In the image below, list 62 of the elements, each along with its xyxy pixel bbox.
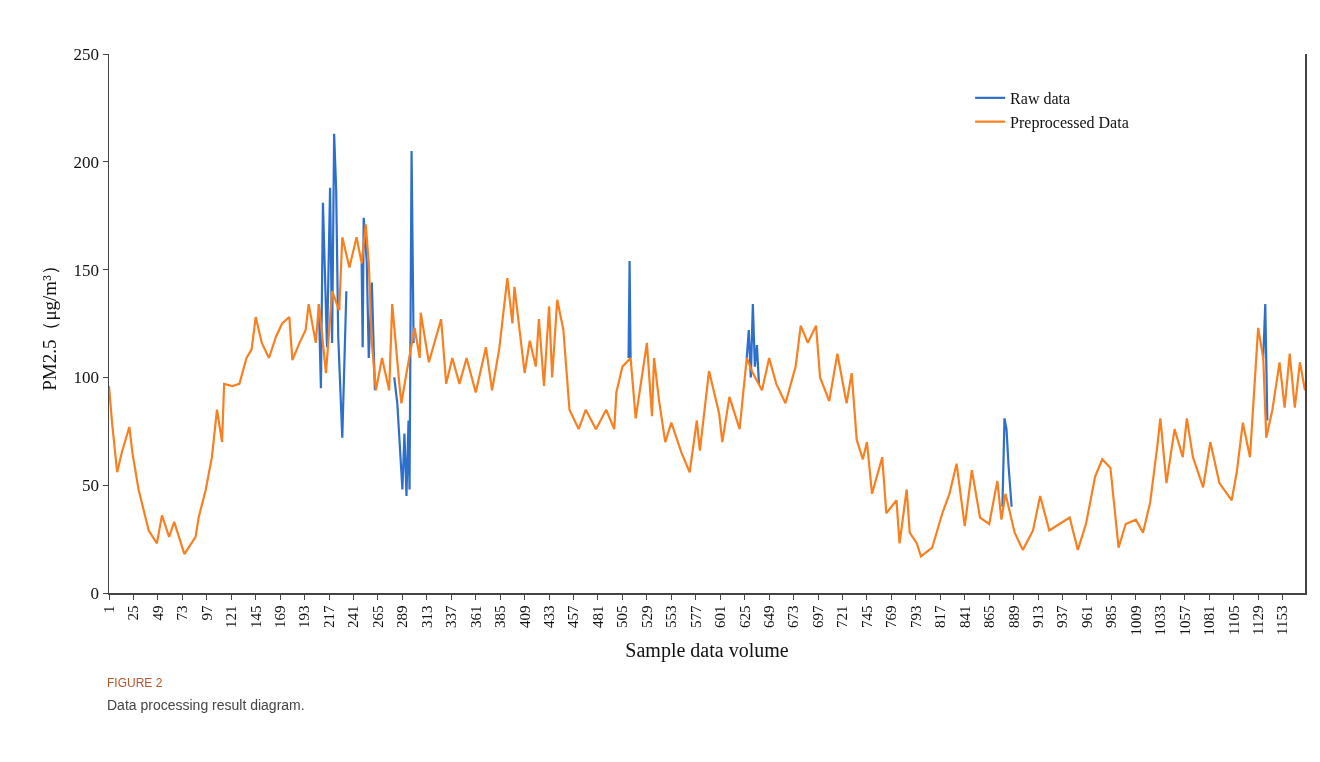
- x-tick-label: 1105: [1225, 605, 1242, 635]
- x-tick-label: 73: [174, 605, 191, 621]
- x-tick-label: 481: [589, 605, 606, 628]
- x-tick-label: 121: [223, 605, 240, 628]
- x-tick-label: 97: [198, 605, 215, 621]
- legend-label: Raw data: [1010, 90, 1071, 108]
- x-tick-label: 865: [981, 605, 998, 628]
- x-tick-label: 193: [296, 605, 313, 628]
- x-tick-label: 457: [565, 605, 582, 628]
- x-tick-label: 1081: [1201, 605, 1218, 636]
- caption: FIGURE 2: [107, 676, 163, 690]
- x-tick-label: 985: [1103, 605, 1120, 628]
- x-tick-label: 1153: [1274, 605, 1291, 635]
- x-tick-label: 553: [663, 605, 680, 628]
- x-tick-label: 577: [687, 605, 704, 628]
- y-tick-label: 0: [90, 583, 100, 603]
- legend-label: Preprocessed Data: [1010, 113, 1129, 132]
- x-tick-label: 913: [1029, 605, 1046, 628]
- x-tick-label: 1057: [1176, 605, 1193, 636]
- x-tick-label: 937: [1054, 605, 1071, 628]
- x-tick-label: 889: [1005, 605, 1022, 628]
- x-tick-label: 1: [100, 605, 117, 613]
- x-tick-label: 49: [149, 605, 166, 621]
- x-tick-label: 697: [809, 605, 826, 628]
- x-axis-title: Sample data volume: [625, 638, 789, 662]
- x-tick-label: 1033: [1152, 605, 1169, 636]
- x-tick-label: 673: [785, 605, 802, 628]
- x-tick-label: 529: [638, 605, 655, 628]
- x-tick-label: 313: [418, 605, 435, 628]
- y-tick-label: 200: [73, 152, 100, 172]
- x-tick-label: 337: [443, 605, 460, 628]
- x-tick-label: 217: [320, 605, 337, 628]
- x-tick-label: 265: [369, 605, 386, 628]
- x-tick-label: 745: [858, 605, 875, 628]
- x-tick-label: 505: [614, 605, 631, 628]
- x-tick-label: 385: [492, 605, 509, 628]
- x-tick-label: 241: [345, 605, 362, 628]
- text: Data processing result diagram.: [107, 697, 305, 713]
- y-axis-title: PM2.5（μg/m³）: [38, 256, 60, 391]
- x-tick-label: 649: [761, 605, 778, 628]
- x-tick-label: 841: [956, 605, 973, 628]
- x-tick-label: 1009: [1127, 605, 1144, 636]
- x-tick-label: 601: [712, 605, 729, 628]
- x-tick-label: 409: [516, 605, 533, 628]
- y-tick-label: 250: [73, 44, 100, 64]
- x-tick-label: 817: [932, 605, 949, 628]
- x-tick-label: 961: [1078, 605, 1095, 628]
- x-tick-label: 289: [394, 605, 411, 628]
- x-tick-label: 721: [834, 605, 851, 628]
- y-tick-label: 50: [82, 476, 100, 496]
- x-tick-label: 361: [467, 605, 484, 628]
- x-tick-label: 25: [125, 605, 142, 621]
- x-tick-label: 769: [883, 605, 900, 628]
- x-tick-label: 793: [907, 605, 924, 628]
- x-tick-label: 169: [272, 605, 289, 628]
- y-tick-label: 100: [73, 368, 100, 388]
- x-tick-label: 433: [540, 605, 557, 628]
- y-tick-label: 150: [73, 260, 100, 280]
- x-tick-label: 625: [736, 605, 753, 628]
- x-tick-label: 145: [247, 605, 264, 628]
- x-tick-label: 1129: [1250, 605, 1267, 635]
- line-series: [109, 223, 1305, 558]
